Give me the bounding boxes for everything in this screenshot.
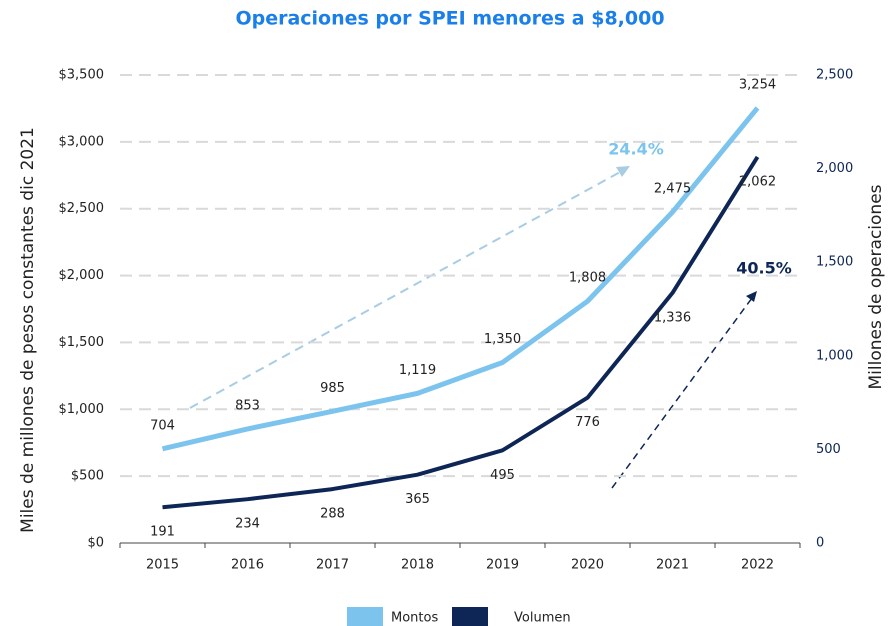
- data-label: 853: [235, 398, 260, 413]
- x-tick-label: 2021: [656, 558, 689, 573]
- y-tick-label: $2,000: [59, 268, 105, 283]
- data-label: 191: [150, 525, 175, 540]
- data-label: 2,062: [739, 174, 776, 189]
- legend-swatch: [452, 607, 488, 626]
- data-label: 288: [320, 507, 345, 522]
- x-tick-label: 2019: [486, 558, 519, 573]
- data-label: 2,475: [654, 182, 691, 197]
- data-label: 234: [235, 517, 260, 532]
- y-tick-label: $1,000: [59, 402, 105, 417]
- x-tick-label: 2017: [316, 558, 349, 573]
- data-label: 985: [320, 381, 345, 396]
- y2-tick-label: 1,500: [816, 255, 853, 270]
- x-tick-label: 2016: [231, 558, 264, 573]
- y2-tick-label: 0: [816, 536, 824, 551]
- y2-axis-label: Millones de operaciones: [866, 184, 886, 389]
- chart-title: Operaciones por SPEI menores a $8,000: [235, 8, 664, 30]
- x-tick-label: 2020: [571, 558, 604, 573]
- annotation: 24.4%: [608, 140, 664, 159]
- y2-tick-label: 2,000: [816, 161, 853, 176]
- data-label: 1,350: [484, 332, 521, 347]
- y-axis-label: Miles de millones de pesos constantes di…: [18, 127, 38, 533]
- annotation: 40.5%: [736, 259, 792, 278]
- data-label: 495: [490, 468, 515, 483]
- data-label: 1,119: [399, 363, 436, 378]
- arrow-head: [746, 291, 757, 302]
- y-tick-label: $1,500: [59, 335, 105, 350]
- x-tick-label: 2022: [741, 558, 774, 573]
- legend-label: Volumen: [514, 611, 571, 626]
- legend-label: Montos: [391, 611, 438, 626]
- data-label: 1,336: [654, 310, 691, 325]
- x-tick-label: 2015: [146, 558, 179, 573]
- y-tick-label: $0: [87, 536, 104, 551]
- trend-arrow: [189, 170, 623, 409]
- y-tick-label: $2,500: [59, 201, 105, 216]
- series-line: [161, 106, 760, 452]
- y2-tick-label: 1,000: [816, 348, 853, 363]
- data-label: 3,254: [739, 77, 776, 92]
- y-tick-label: $3,500: [59, 68, 105, 83]
- y-tick-label: $3,000: [59, 134, 105, 149]
- data-label: 365: [405, 492, 430, 507]
- series-line: [162, 155, 760, 510]
- arrow-head: [616, 166, 630, 177]
- y2-tick-label: 500: [816, 442, 841, 457]
- y-tick-label: $500: [71, 469, 104, 484]
- data-label: 1,808: [569, 271, 606, 286]
- legend-swatch: [347, 607, 383, 626]
- y2-tick-label: 2,500: [816, 68, 853, 83]
- x-tick-label: 2018: [401, 558, 434, 573]
- trend-arrow: [611, 297, 753, 489]
- data-label: 776: [575, 415, 600, 430]
- data-label: 704: [150, 418, 175, 433]
